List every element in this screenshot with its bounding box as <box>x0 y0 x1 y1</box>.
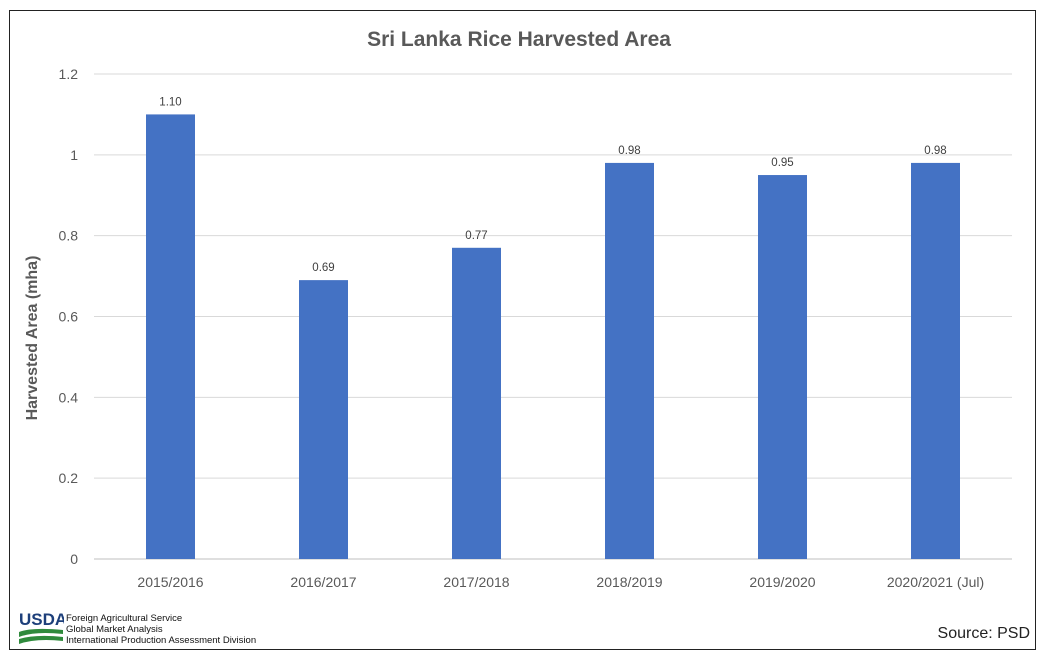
bar <box>911 162 960 559</box>
x-tick-label: 2016/2017 <box>290 574 356 590</box>
bars <box>146 114 960 560</box>
bar <box>758 175 807 559</box>
y-tick-label: 0.6 <box>59 309 79 325</box>
source-note: Source: PSD <box>937 625 1030 642</box>
y-axis-label: Harvested Area (mha) <box>24 255 41 421</box>
usda-logo-text: USDA <box>19 610 64 629</box>
logo-text-lines: Foreign Agricultural Service Global Mark… <box>66 613 256 646</box>
data-label: 1.10 <box>159 96 181 108</box>
data-label: 0.98 <box>618 145 640 157</box>
x-tick-label: 2020/2021 (Jul) <box>887 574 984 590</box>
logo-line-2: Global Market Analysis <box>66 624 163 635</box>
data-label: 0.69 <box>312 262 334 274</box>
data-label: 0.77 <box>465 230 487 242</box>
bar <box>299 280 348 559</box>
usda-logo: USDA Foreign Agricultural Service Global… <box>18 610 268 650</box>
logo-line-1: Foreign Agricultural Service <box>66 613 183 624</box>
y-tick-labels: 0 0.2 0.4 0.6 0.8 1 1.2 <box>59 66 79 567</box>
bar <box>146 114 195 560</box>
logo-line-3: International Production Assessment Divi… <box>66 635 257 646</box>
data-label: 0.95 <box>771 157 793 169</box>
y-tick-label: 0 <box>70 551 78 567</box>
chart-title: Sri Lanka Rice Harvested Area <box>367 28 671 51</box>
x-tick-label: 2018/2019 <box>596 574 662 590</box>
data-label: 0.98 <box>924 145 946 157</box>
y-tick-label: 0.4 <box>59 389 79 405</box>
y-tick-label: 1 <box>70 147 78 163</box>
x-tick-label: 2019/2020 <box>749 574 815 590</box>
y-tick-label: 0.8 <box>59 228 79 244</box>
x-tick-labels: 2015/2016 2016/2017 2017/2018 2018/2019 2019… <box>137 574 984 590</box>
gridlines <box>94 73 1012 560</box>
y-tick-label: 1.2 <box>59 66 79 82</box>
data-labels: 1.10 0.69 0.77 0.98 0.95 0.98 <box>159 96 946 274</box>
usda-logo-icon: USDA <box>19 610 64 644</box>
x-tick-label: 2017/2018 <box>443 574 509 590</box>
bar <box>605 162 654 559</box>
x-tick-label: 2015/2016 <box>137 574 203 590</box>
y-tick-label: 0.2 <box>59 470 79 486</box>
bar <box>452 247 501 559</box>
